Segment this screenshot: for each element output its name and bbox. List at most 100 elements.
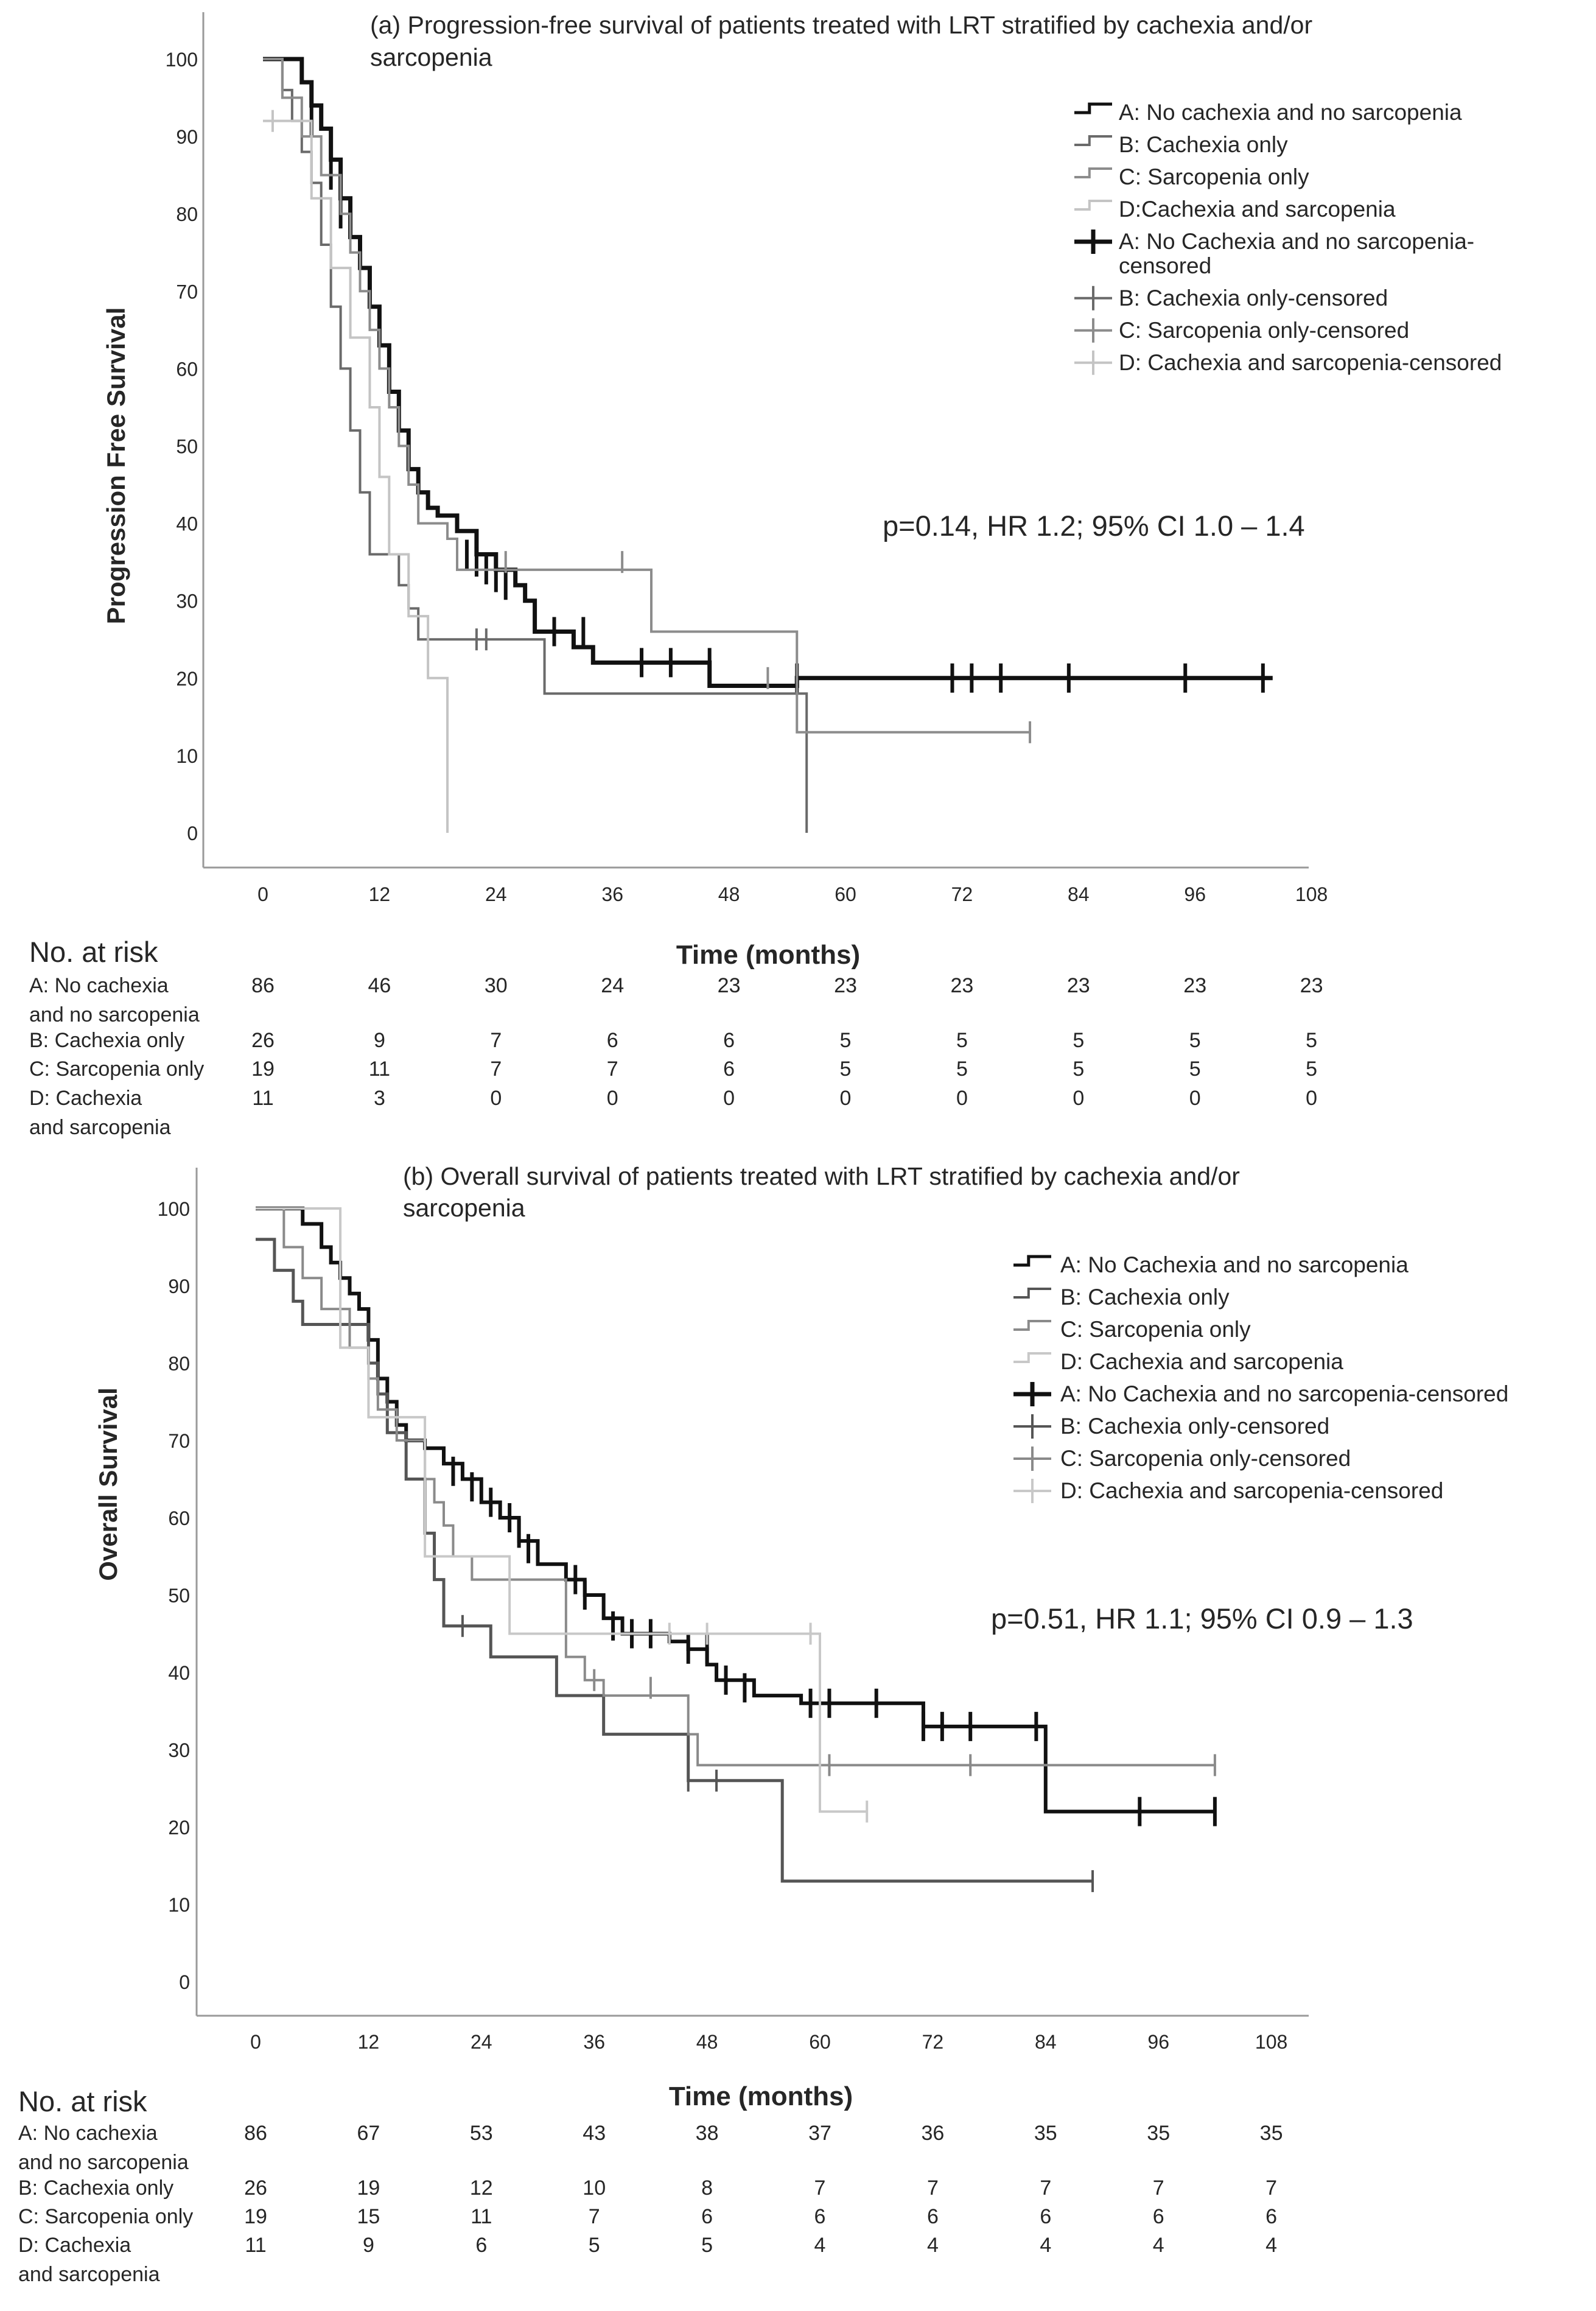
risk-value: 11 — [369, 1057, 390, 1081]
y-tick-label: 40 — [168, 1662, 190, 1684]
risk-value: 0 — [840, 1087, 852, 1110]
x-tick-label: 60 — [835, 883, 856, 905]
risk-value: 23 — [1067, 974, 1090, 997]
risk-value: 12 — [470, 2176, 493, 2200]
risk-value: 0 — [490, 1087, 502, 1110]
risk-value: 24 — [601, 974, 624, 997]
risk-value: 7 — [1265, 2176, 1277, 2200]
risk-value: 19 — [357, 2176, 380, 2200]
risk-table-header: No. at risk — [29, 936, 158, 968]
risk-value: 7 — [490, 1057, 502, 1081]
risk-value: 5 — [701, 2234, 713, 2257]
risk-value: 30 — [485, 974, 508, 997]
risk-value: 5 — [840, 1029, 852, 1052]
x-tick-label: 36 — [583, 2031, 605, 2053]
risk-value: 26 — [251, 1029, 275, 1052]
risk-value: 38 — [696, 2122, 719, 2145]
x-tick-label: 60 — [809, 2031, 831, 2053]
risk-value: 23 — [950, 974, 973, 997]
risk-value: 7 — [1040, 2176, 1051, 2200]
series-D-line — [256, 1207, 867, 1813]
risk-value: 19 — [251, 1057, 275, 1081]
risk-value: 6 — [927, 2205, 939, 2228]
panel-b-os-chart: 0 10 20 30 40 50 60 70 80 90 100 0 12 24 36 48 60 72 84 96 1… — [0, 1156, 1596, 2311]
series-D-line — [263, 119, 449, 833]
risk-value: 5 — [1073, 1029, 1084, 1052]
risk-value: 53 — [470, 2122, 493, 2145]
x-tick-label: 84 — [1068, 883, 1090, 905]
risk-value: 6 — [814, 2205, 826, 2228]
y-tick-label: 70 — [176, 281, 198, 303]
legend-label: A: No Cachexia and no sarcopenia-censore… — [1060, 1381, 1508, 1406]
risk-value: 23 — [718, 974, 741, 997]
risk-value: 0 — [956, 1087, 968, 1110]
legend-label: B: Cachexia only-censored — [1119, 286, 1388, 310]
x-tick-label: 24 — [471, 2031, 492, 2053]
legend-label: D: Cachexia and sarcopenia-censored — [1119, 350, 1502, 375]
chart-title-line2: sarcopenia — [403, 1194, 525, 1222]
x-tick-label: 72 — [951, 883, 973, 905]
risk-value: 6 — [723, 1057, 735, 1081]
risk-value: 86 — [244, 2122, 267, 2145]
risk-row-label-line2: and no sarcopenia — [18, 2151, 189, 2174]
risk-value: 0 — [1073, 1087, 1084, 1110]
x-tick-label: 12 — [358, 2031, 380, 2053]
y-tick-label: 90 — [168, 1275, 190, 1297]
risk-value: 36 — [921, 2122, 944, 2145]
x-tick-label: 36 — [601, 883, 623, 905]
risk-value: 6 — [723, 1029, 735, 1052]
series-C-line — [263, 58, 1031, 734]
legend-label: D: Cachexia and sarcopenia — [1060, 1349, 1343, 1374]
risk-value: 5 — [840, 1057, 852, 1081]
legend-label: A: No Cachexia and no sarcopenia- — [1119, 229, 1474, 254]
risk-value: 5 — [1189, 1029, 1201, 1052]
series-B-line — [263, 58, 808, 833]
risk-value: 4 — [927, 2234, 939, 2257]
risk-row-label: C: Sarcopenia only — [29, 1057, 204, 1081]
risk-value: 11 — [471, 2205, 492, 2228]
risk-value: 10 — [583, 2176, 606, 2200]
x-tick-label: 0 — [250, 2031, 261, 2053]
y-tick-label: 40 — [176, 513, 198, 535]
risk-row-label: D: Cachexia — [29, 1087, 142, 1110]
y-tick-label: 80 — [168, 1353, 190, 1375]
risk-value: 7 — [814, 2176, 826, 2200]
risk-value: 5 — [589, 2234, 600, 2257]
legend-symbol-D-line — [1013, 1352, 1051, 1363]
risk-value: 7 — [589, 2205, 600, 2228]
legend-label: D: Cachexia and sarcopenia-censored — [1060, 1478, 1443, 1503]
risk-value: 8 — [701, 2176, 713, 2200]
y-axis-label: Progression Free Survival — [102, 307, 130, 625]
risk-value: 5 — [1306, 1029, 1317, 1052]
x-tick-label: 24 — [485, 883, 507, 905]
risk-value: 0 — [723, 1087, 735, 1110]
chart-title: (b) Overall survival of patients treated… — [403, 1162, 1240, 1190]
risk-value: 35 — [1147, 2122, 1170, 2145]
risk-value: 35 — [1260, 2122, 1283, 2145]
x-tick-label: 108 — [1295, 883, 1328, 905]
chart-title-line2: sarcopenia — [370, 43, 492, 71]
legend-symbol-D-line — [1074, 200, 1112, 211]
risk-row-label: B: Cachexia only — [29, 1029, 184, 1052]
risk-row-label-line2: and sarcopenia — [18, 2263, 160, 2286]
y-tick-label: 10 — [176, 745, 198, 767]
risk-value: 37 — [808, 2122, 831, 2145]
y-tick-label: 10 — [168, 1894, 190, 1916]
risk-value: 7 — [490, 1029, 502, 1052]
legend-symbol-A-line — [1013, 1255, 1051, 1267]
risk-value: 23 — [834, 974, 857, 997]
risk-value: 6 — [701, 2205, 713, 2228]
x-tick-label: 96 — [1147, 2031, 1169, 2053]
legend-label: A: No Cachexia and no sarcopenia — [1060, 1252, 1409, 1277]
x-axis-label: Time (months) — [669, 2081, 853, 2111]
legend-symbol-B-line — [1013, 1288, 1051, 1299]
risk-value: 9 — [363, 2234, 374, 2257]
legend-label: C: Sarcopenia only-censored — [1119, 318, 1409, 343]
legend-label: C: Sarcopenia only — [1060, 1317, 1251, 1342]
risk-value: 15 — [357, 2205, 380, 2228]
x-tick-label: 12 — [369, 883, 391, 905]
risk-value: 6 — [475, 2234, 487, 2257]
risk-row-label: A: No cachexia — [18, 2122, 158, 2145]
x-tick-label: 108 — [1255, 2031, 1287, 2053]
